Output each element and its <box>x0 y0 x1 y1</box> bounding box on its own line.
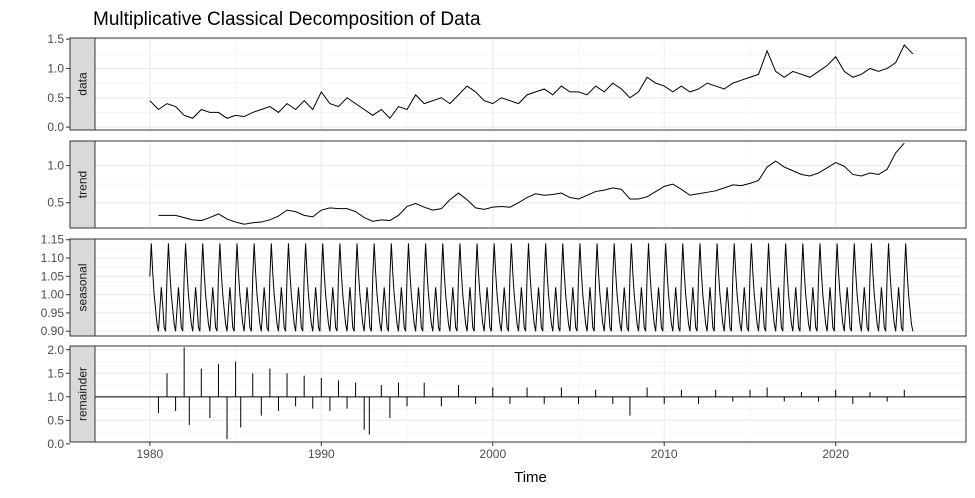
panel-data: 0.0 0.5 1.0 1.5 data <box>47 32 967 134</box>
y-tick-label: 1.10 <box>41 251 65 265</box>
strip-data <box>69 37 96 131</box>
y-tick-label: 1.0 <box>47 61 64 75</box>
series-line-seasonal <box>149 243 914 332</box>
x-tick-label: 1980 <box>137 447 164 461</box>
y-tick-label: 0.5 <box>47 91 64 105</box>
series-line-data <box>149 44 914 120</box>
y-tick-label: 0.5 <box>47 196 64 210</box>
y-tick-label: 0.95 <box>41 306 65 320</box>
y-tick-label: 1.05 <box>41 269 65 283</box>
y-tick-label: 0.5 <box>47 413 64 427</box>
chart-title: Multiplicative Classical Decomposition o… <box>93 9 481 30</box>
strip-remainder <box>69 345 96 443</box>
strip-trend <box>69 140 96 229</box>
x-tick-label: 2020 <box>822 447 849 461</box>
y-tick-label: 1.00 <box>41 288 65 302</box>
panel-remainder: 0.0 0.5 1.0 1.5 2.0 remainder <box>47 343 967 451</box>
panel-border-data <box>94 37 967 131</box>
panel-seasonal: 0.90 0.95 1.00 1.05 1.10 1.15 seasonal <box>41 233 967 338</box>
strip-label-remainder: remainder <box>76 367 90 421</box>
y-tick-label: 0.0 <box>47 120 64 134</box>
x-axis: 1980 1990 2000 2010 2020 <box>137 442 849 461</box>
y-tick-label: 1.5 <box>47 366 64 380</box>
strip-label-seasonal: seasonal <box>76 263 90 311</box>
x-tick-label: 1990 <box>308 447 335 461</box>
x-tick-label: 2000 <box>479 447 506 461</box>
strip-seasonal <box>69 238 96 337</box>
y-tick-label: 1.0 <box>47 159 64 173</box>
y-tick-label: 0.0 <box>47 437 64 451</box>
strip-label-trend: trend <box>76 171 90 198</box>
series-line-trend <box>158 142 905 225</box>
y-tick-label: 2.0 <box>47 343 64 357</box>
x-axis-title: Time <box>514 469 547 486</box>
panel-border-remainder <box>94 345 967 443</box>
y-tick-label: 1.15 <box>41 233 65 247</box>
y-tick-label: 1.0 <box>47 390 64 404</box>
panel-trend: 0.5 1.0 trend <box>47 140 967 229</box>
x-tick-label: 2010 <box>651 447 678 461</box>
strip-label-data: data <box>76 72 90 96</box>
y-tick-label: 1.5 <box>47 32 64 46</box>
panel-border-trend <box>94 140 967 229</box>
y-tick-label: 0.90 <box>41 324 65 338</box>
panel-border-seasonal <box>94 238 967 337</box>
